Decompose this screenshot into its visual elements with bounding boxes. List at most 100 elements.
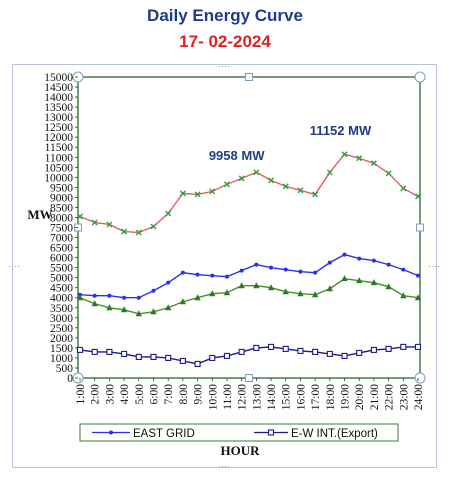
data-point — [298, 269, 303, 274]
data-point — [385, 170, 392, 177]
resize-handle-corner — [414, 372, 426, 384]
resize-handle-corner — [414, 71, 426, 83]
data-point — [239, 268, 244, 273]
x-tick-label: 6:00 — [148, 384, 160, 405]
data-point — [400, 292, 407, 299]
x-tick-label: 9:00 — [193, 384, 205, 405]
legend-label: EAST GRID — [133, 428, 195, 440]
y-tick-label: 13500 — [44, 102, 73, 114]
x-tick-label: 15:00 — [281, 384, 293, 410]
x-tick-label: 5:00 — [134, 384, 146, 405]
y-tick-label: 13000 — [44, 112, 73, 124]
y-tick-label: 7000 — [50, 233, 73, 245]
data-point — [401, 267, 406, 272]
data-point — [326, 350, 333, 357]
data-point — [267, 284, 275, 291]
y-tick-label: 10000 — [44, 172, 73, 184]
data-point — [416, 273, 420, 278]
data-point — [356, 155, 363, 162]
series-line — [79, 253, 419, 299]
data-point — [341, 151, 348, 158]
data-point — [253, 169, 260, 176]
data-point — [91, 219, 98, 226]
y-tick-label: 10500 — [44, 162, 73, 174]
data-point — [341, 352, 348, 359]
x-tick-label: 24:00 — [413, 384, 425, 410]
data-point — [238, 282, 245, 289]
data-point — [209, 188, 216, 195]
x-tick-label: 4:00 — [119, 384, 131, 405]
data-point — [77, 213, 83, 220]
data-point — [76, 294, 84, 301]
x-tick-label: 3:00 — [104, 384, 116, 405]
data-point — [327, 260, 332, 265]
data-point — [297, 347, 304, 354]
x-tick-label: 20:00 — [354, 384, 366, 410]
legend-label: E-W INT.(Export) — [291, 428, 378, 440]
data-point — [342, 252, 347, 257]
y-tick-label: 8500 — [50, 202, 73, 214]
frame-handle-dots: ···· — [428, 261, 440, 271]
data-point — [209, 354, 216, 361]
data-point — [312, 191, 319, 198]
data-point — [356, 277, 363, 284]
data-point — [370, 346, 377, 353]
data-point — [91, 348, 98, 355]
data-point — [121, 228, 128, 235]
legend-box — [79, 423, 399, 442]
data-point — [179, 298, 187, 305]
data-point — [150, 353, 157, 360]
x-tick-label: 8:00 — [178, 384, 190, 405]
data-point — [195, 272, 200, 277]
y-axis-label: MW — [27, 207, 52, 222]
data-point — [268, 177, 275, 184]
x-axis-label: HOUR — [221, 443, 261, 458]
chart-title: Daily Energy Curve — [147, 6, 303, 25]
y-tick-label: 6500 — [50, 243, 73, 255]
data-point — [209, 290, 216, 297]
data-point — [76, 346, 84, 353]
data-point — [385, 345, 392, 352]
y-tick-label: 12500 — [44, 122, 73, 134]
y-tick-label: 8000 — [50, 212, 73, 224]
series-0 — [77, 151, 421, 236]
x-tick-label: 7:00 — [163, 384, 175, 405]
y-tick-label: 3000 — [50, 313, 73, 325]
y-tick-label: 2500 — [50, 323, 73, 335]
data-point — [194, 360, 201, 368]
data-point — [106, 348, 113, 355]
data-point — [135, 310, 142, 317]
peak-annotation: 9958 MW — [209, 148, 265, 163]
series-line — [79, 346, 418, 365]
series-2 — [76, 275, 422, 317]
series-line — [79, 277, 419, 315]
data-point — [223, 289, 231, 296]
data-point — [135, 353, 142, 360]
data-point — [122, 295, 127, 300]
x-tick-label: 19:00 — [340, 384, 352, 410]
y-tick-label: 500 — [56, 363, 74, 375]
series-1 — [78, 252, 420, 300]
data-point — [283, 267, 288, 272]
legend-item: E-W INT.(Export) — [254, 428, 378, 440]
x-tick-label: 1:00 — [75, 384, 87, 405]
x-tick-label: 16:00 — [295, 384, 307, 410]
resize-handle-edge — [245, 374, 253, 382]
data-point — [92, 293, 97, 298]
resize-handle-edge — [245, 73, 253, 81]
data-point — [415, 193, 421, 200]
x-tick-label: 22:00 — [384, 384, 396, 410]
data-point — [194, 294, 201, 301]
series-3 — [76, 343, 422, 368]
data-point — [356, 349, 363, 356]
y-tick-label: 4500 — [50, 283, 73, 295]
data-point — [109, 430, 113, 435]
y-tick-label: 1500 — [50, 343, 73, 355]
frame-handle-dots: ···· — [218, 61, 230, 71]
data-point — [312, 348, 319, 355]
data-point — [165, 354, 172, 361]
legend: EAST GRID E-W INT.(Export) — [79, 423, 399, 442]
x-tick-label: 12:00 — [237, 384, 249, 410]
data-point — [267, 429, 275, 436]
data-point — [385, 283, 392, 290]
